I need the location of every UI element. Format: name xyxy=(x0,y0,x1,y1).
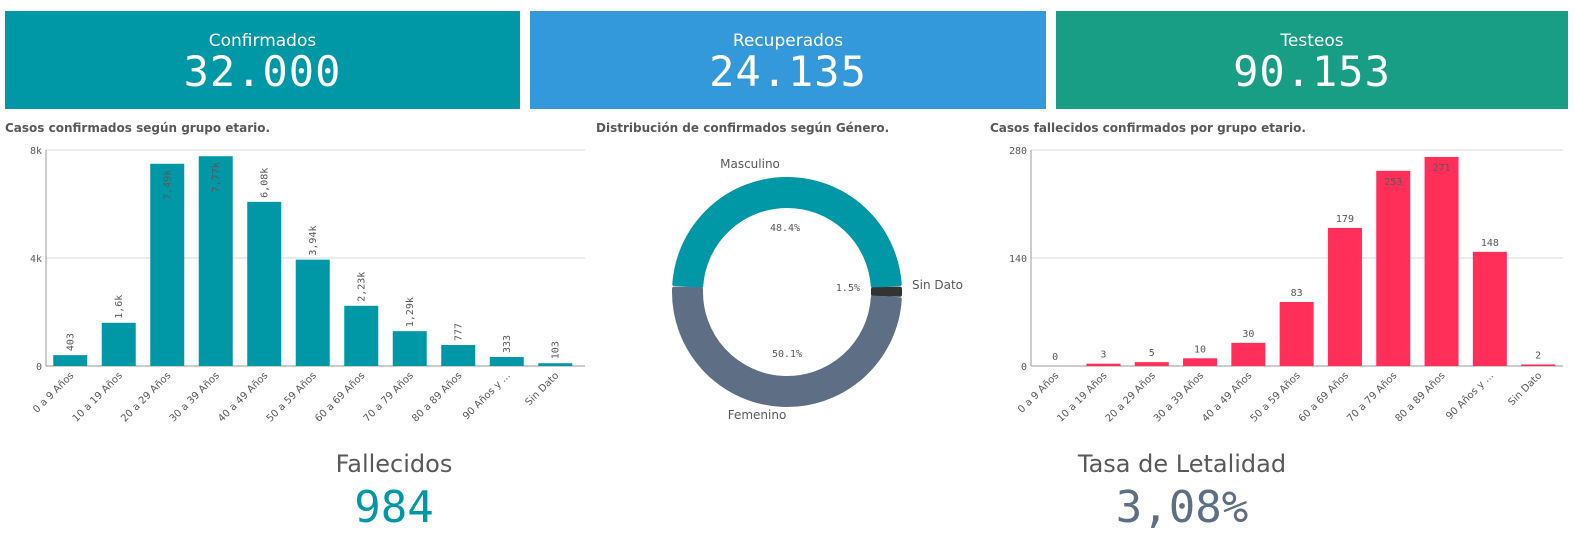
data-label: 179 xyxy=(1336,214,1354,225)
data-label: 1,29k xyxy=(405,297,416,327)
x-tick-label: 30 a 39 Años xyxy=(1152,370,1206,424)
bar[interactable] xyxy=(489,357,524,366)
bar[interactable] xyxy=(1086,363,1121,366)
y-tick-label: 8k xyxy=(30,146,42,157)
data-label: 83 xyxy=(1291,288,1303,299)
y-tick-label: 0 xyxy=(36,362,42,373)
kpi-confirmados[interactable]: Confirmados 32.000 xyxy=(5,11,520,109)
bar[interactable] xyxy=(1521,364,1556,366)
fallecidos-value: 984 xyxy=(354,482,434,533)
bar[interactable] xyxy=(1231,342,1266,366)
y-tick-label: 280 xyxy=(1009,146,1027,157)
fallecidos-label: Fallecidos xyxy=(335,450,453,478)
data-label: 10 xyxy=(1194,344,1206,355)
chart-title-confirmados-edad: Casos confirmados según grupo etario. xyxy=(5,121,271,135)
data-label: 3 xyxy=(1100,350,1106,361)
bar[interactable] xyxy=(1376,170,1411,366)
x-tick-label: 20 a 29 Años xyxy=(1104,370,1158,424)
slice-value-sin-dato: 1.5% xyxy=(836,283,860,294)
chart-title-genero: Distribución de confirmados según Género… xyxy=(596,121,890,135)
donut-slice-masculino[interactable] xyxy=(672,177,902,288)
bar[interactable] xyxy=(247,201,282,366)
legend-label-femenino: Femenino xyxy=(728,408,787,422)
bar[interactable] xyxy=(1279,301,1314,366)
chart-title-fallecidos-edad: Casos fallecidos confirmados por grupo e… xyxy=(990,121,1306,135)
y-tick-label: 140 xyxy=(1009,254,1027,265)
x-tick-label: 70 a 79 Años xyxy=(1345,370,1399,424)
data-label: 2,23k xyxy=(356,272,367,302)
donut-slice-femenino[interactable] xyxy=(672,286,902,407)
tasa-letalidad-label: Tasa de Letalidad xyxy=(1077,450,1287,478)
data-label: 5 xyxy=(1149,348,1155,359)
kpi-recuperados[interactable]: Recuperados 24.135 xyxy=(530,11,1046,109)
kpi-testeos[interactable]: Testeos 90.153 xyxy=(1056,11,1568,109)
bar[interactable] xyxy=(344,305,379,366)
slice-value-femenino: 50.1% xyxy=(772,349,802,360)
data-label: 0 xyxy=(1052,352,1058,363)
bar[interactable] xyxy=(538,363,573,366)
x-tick-label: 90 Años y ... xyxy=(1444,370,1496,422)
y-tick-label: 0 xyxy=(1021,362,1027,373)
bar[interactable] xyxy=(101,322,136,366)
data-label: 777 xyxy=(453,323,464,341)
bar[interactable] xyxy=(392,331,427,366)
x-tick-label: 50 a 59 Años xyxy=(1249,370,1303,424)
data-label: 6,08k xyxy=(259,168,270,198)
kpi-value: 32.000 xyxy=(183,47,342,96)
x-tick-label: 10 a 19 Años xyxy=(1055,370,1109,424)
data-label: 1,6k xyxy=(114,295,125,319)
kpi-label: Testeos xyxy=(1280,31,1344,51)
tasa-letalidad-value: 3,08% xyxy=(1115,482,1249,533)
data-label: 403 xyxy=(65,333,76,351)
data-label: 103 xyxy=(550,341,561,359)
data-label: 3,94k xyxy=(308,226,319,256)
x-tick-label: 80 a 89 Años xyxy=(1393,370,1447,424)
kpi-value: 90.153 xyxy=(1233,47,1391,96)
data-label: 253 xyxy=(1384,177,1402,188)
x-tick-label: 0 a 9 Años xyxy=(1016,370,1061,415)
data-label: 148 xyxy=(1481,238,1499,249)
bar[interactable] xyxy=(150,163,185,366)
kpi-label: Recuperados xyxy=(732,31,844,51)
legend-label-sin-dato: Sin Dato xyxy=(912,278,963,292)
bar[interactable] xyxy=(1327,227,1362,366)
bar[interactable] xyxy=(1472,251,1507,366)
kpi-value: 24.135 xyxy=(709,47,867,96)
data-label: 333 xyxy=(502,335,513,353)
bar[interactable] xyxy=(1424,156,1459,366)
kpi-label: Confirmados xyxy=(208,31,317,51)
x-tick-label: Sin Dato xyxy=(1506,370,1544,408)
data-label: 2 xyxy=(1535,350,1541,361)
bar[interactable] xyxy=(198,156,233,366)
bar[interactable] xyxy=(295,259,330,366)
y-tick-label: 4k xyxy=(30,254,42,265)
donut-slice-sin-dato[interactable] xyxy=(870,286,902,297)
bar[interactable] xyxy=(1134,362,1169,366)
bar[interactable] xyxy=(1183,358,1218,366)
bar[interactable] xyxy=(53,355,88,366)
legend-label-masculino: Masculino xyxy=(720,157,780,171)
x-tick-label: 40 a 49 Años xyxy=(1200,370,1254,424)
data-label: 7,49k xyxy=(162,170,173,200)
x-tick-label: 60 a 69 Años xyxy=(1297,370,1351,424)
data-label: 7,77k xyxy=(211,162,222,192)
data-label: 30 xyxy=(1242,329,1254,340)
bar[interactable] xyxy=(441,345,476,366)
data-label: 271 xyxy=(1433,163,1451,174)
slice-value-masculino: 48.4% xyxy=(770,223,800,234)
